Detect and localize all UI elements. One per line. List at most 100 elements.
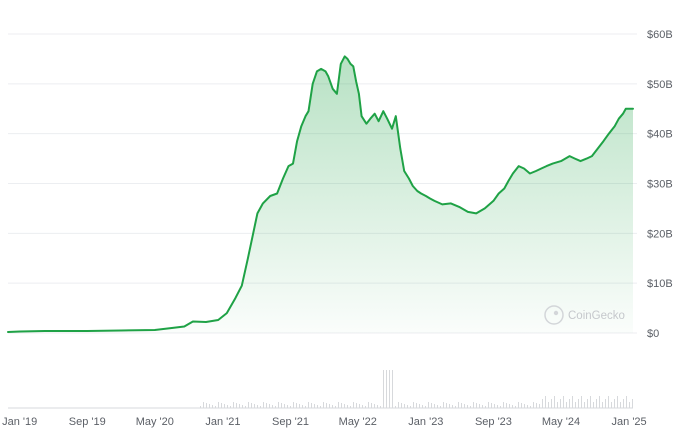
volume-bar	[245, 406, 246, 408]
volume-bar	[398, 402, 399, 408]
volume-bar	[290, 406, 291, 408]
volume-bar	[620, 402, 621, 408]
volume-bar	[320, 406, 321, 408]
volume-bar	[209, 404, 210, 408]
volume-bar	[227, 405, 228, 408]
volume-bar	[254, 404, 255, 408]
volume-bar	[512, 405, 513, 408]
volume-bar	[503, 402, 504, 408]
volume-bar	[443, 402, 444, 408]
volume-bar	[215, 406, 216, 408]
volume-bar	[473, 402, 474, 408]
volume-bar	[632, 399, 633, 408]
volume-bar	[383, 370, 384, 408]
x-tick-label: Jan '25	[612, 416, 647, 428]
x-tick-label: Sep '23	[475, 416, 512, 428]
volume-bar	[377, 405, 378, 408]
volume-bar	[359, 404, 360, 408]
volume-bar	[380, 406, 381, 408]
volume-bar	[344, 404, 345, 408]
volume-bar	[281, 403, 282, 408]
volume-bar	[527, 405, 528, 408]
volume-bar	[302, 405, 303, 408]
volume-bar	[518, 402, 519, 408]
volume-bar	[239, 404, 240, 408]
volume-bar	[488, 402, 489, 408]
x-tick-label: Jan '23	[408, 416, 443, 428]
volume-bar	[263, 402, 264, 408]
volume-bar	[362, 405, 363, 408]
volume-bar	[575, 402, 576, 408]
series-area-fill	[8, 56, 633, 334]
volume-bar	[542, 399, 543, 408]
x-tick-label: May '24	[542, 416, 580, 428]
volume-bar	[365, 406, 366, 408]
volume-bar	[236, 403, 237, 408]
y-tick-label: $0	[647, 328, 659, 340]
volume-bar	[401, 403, 402, 408]
volume-bar	[221, 403, 222, 408]
volume-bar	[605, 399, 606, 408]
volume-bar	[563, 396, 564, 408]
volume-bar	[416, 403, 417, 408]
volume-bar	[242, 405, 243, 408]
volume-bar	[536, 403, 537, 408]
y-tick-label: $50B	[647, 79, 673, 91]
volume-bar	[251, 403, 252, 408]
volume-bar	[530, 406, 531, 408]
watermark-text: CoinGecko	[568, 310, 625, 322]
volume-bar	[629, 402, 630, 408]
volume-bar	[470, 406, 471, 408]
volume-bar	[593, 402, 594, 408]
volume-bar	[572, 396, 573, 408]
x-axis-tick-labels: Jan '19 Sep '19 May '20 Jan '21 Sep '21 May '…	[2, 416, 647, 428]
volume-bar	[287, 405, 288, 408]
volume-bar	[371, 403, 372, 408]
volume-bar	[446, 403, 447, 408]
y-tick-label: $20B	[647, 228, 673, 240]
volume-bar	[335, 406, 336, 408]
y-tick-label: $30B	[647, 179, 673, 191]
volume-bars	[8, 370, 633, 409]
volume-bar	[509, 404, 510, 408]
volume-bar	[206, 403, 207, 408]
volume-bar	[587, 399, 588, 408]
x-tick-label: Sep '21	[272, 416, 309, 428]
volume-bar	[269, 404, 270, 408]
volume-bar	[308, 402, 309, 408]
volume-bar	[284, 404, 285, 408]
volume-bar	[314, 404, 315, 408]
volume-bar	[578, 399, 579, 408]
volume-bar	[596, 399, 597, 408]
volume-bar	[425, 406, 426, 408]
volume-bar	[410, 406, 411, 408]
volume-bar	[260, 406, 261, 408]
volume-bar	[560, 399, 561, 408]
volume-bar	[422, 405, 423, 408]
volume-bar	[323, 402, 324, 408]
volume-bar	[491, 403, 492, 408]
volume-bar	[317, 405, 318, 408]
volume-bar	[479, 404, 480, 408]
volume-bar	[566, 402, 567, 408]
y-tick-label: $10B	[647, 278, 673, 290]
x-tick-label: Jan '21	[205, 416, 240, 428]
volume-bar	[293, 402, 294, 408]
volume-bar	[395, 406, 396, 408]
volume-bar	[356, 403, 357, 408]
x-tick-label: May '22	[339, 416, 377, 428]
volume-bar	[617, 396, 618, 408]
volume-bar	[347, 405, 348, 408]
volume-bar	[584, 402, 585, 408]
volume-bar	[545, 396, 546, 408]
volume-bar	[521, 403, 522, 408]
volume-bar	[434, 404, 435, 408]
volume-bar	[440, 406, 441, 408]
volume-bar	[452, 405, 453, 408]
volume-bar	[515, 406, 516, 408]
x-tick-label: Sep '19	[69, 416, 106, 428]
volume-bar	[449, 404, 450, 408]
volume-bar	[599, 396, 600, 408]
volume-bar	[311, 403, 312, 408]
